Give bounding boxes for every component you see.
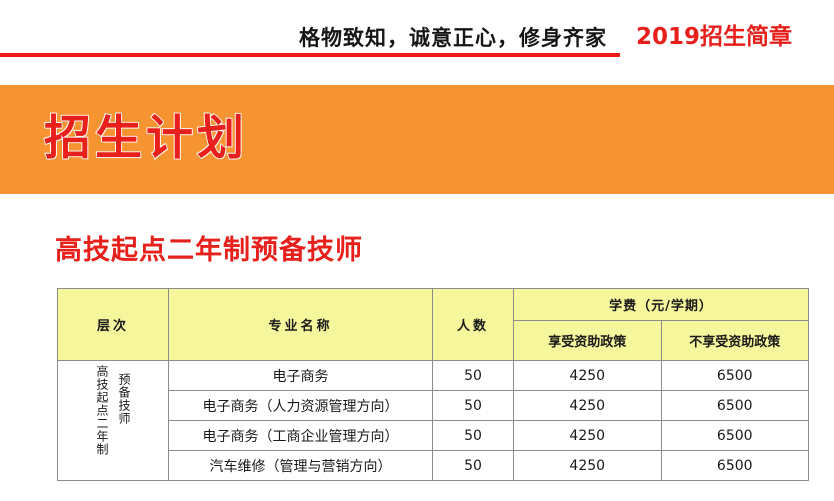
cell-count: 50: [432, 360, 514, 391]
table-row: 电子商务（人力资源管理方向） 50 4250 6500: [58, 390, 809, 421]
cell-major: 电子商务（人力资源管理方向）: [168, 390, 433, 421]
table-row: 电子商务（工商企业管理方向） 50 4250 6500: [58, 420, 809, 451]
table-row: 预备技师 高技起点二年制 电子商务 50 4250 6500: [57, 360, 809, 481]
cell-major: 汽车维修（管理与营销方向）: [168, 450, 433, 481]
cell-fee-subsidized: 4250: [513, 450, 662, 481]
level-label-line1: 高技起点二年制: [95, 364, 109, 456]
table-row: 汽车维修（管理与营销方向） 50 4250 6500: [58, 450, 809, 481]
cell-fee-subsidized: 4250: [513, 360, 662, 391]
school-motto: 格物致知，诚意正心，修身齐家: [299, 25, 607, 50]
column-header-level: 层次: [57, 288, 169, 361]
cell-fee-unsubsidized: 6500: [660, 450, 809, 481]
level-label-line2: 预备技师: [117, 372, 131, 425]
table-header: 层次 专业名称 人数 学费（元/学期） 享受资助政策 不享受资助政策: [57, 288, 809, 361]
cell-fee-subsidized: 4250: [513, 390, 662, 421]
banner-title: 招生计划: [43, 110, 248, 167]
column-header-count: 人数: [432, 288, 514, 361]
table-header-row-2: 享受资助政策 不享受资助政策: [58, 320, 809, 361]
cell-count: 50: [432, 450, 514, 481]
enrollment-plan-table: 层次 专业名称 人数 学费（元/学期） 享受资助政策 不享受资助政策 预备技师 …: [57, 288, 809, 481]
cell-major: 电子商务（工商企业管理方向）: [168, 420, 433, 451]
brochure-title: 2019招生简章: [636, 24, 793, 50]
header-divider-rule: [0, 53, 620, 57]
cell-major: 电子商务: [168, 360, 433, 391]
table-body: 预备技师 高技起点二年制 电子商务 50 4250 6500 电子商务（人力资源…: [57, 360, 809, 481]
cell-level-group: 预备技师 高技起点二年制: [57, 360, 169, 481]
program-category-heading: 高技起点二年制预备技师: [55, 235, 363, 266]
cell-fee-unsubsidized: 6500: [660, 390, 809, 421]
cell-count: 50: [432, 420, 514, 451]
cell-fee-unsubsidized: 6500: [660, 360, 809, 391]
column-header-major: 专业名称: [168, 288, 433, 361]
page-header: 格物致知，诚意正心，修身齐家 2019招生简章: [0, 0, 834, 58]
cell-fee-unsubsidized: 6500: [660, 420, 809, 451]
table-header-row-1: 层次 专业名称 人数 学费（元/学期）: [57, 288, 809, 361]
column-header-fee-subsidized: 享受资助政策: [513, 320, 662, 361]
cell-fee-subsidized: 4250: [513, 420, 662, 451]
column-header-fee-unsubsidized: 不享受资助政策: [660, 320, 809, 361]
cell-count: 50: [432, 390, 514, 421]
section-banner: 招生计划: [0, 85, 834, 194]
level-vertical-labels: 预备技师 高技起点二年制: [58, 363, 168, 479]
column-header-fee-group: 学费（元/学期）: [513, 288, 809, 321]
